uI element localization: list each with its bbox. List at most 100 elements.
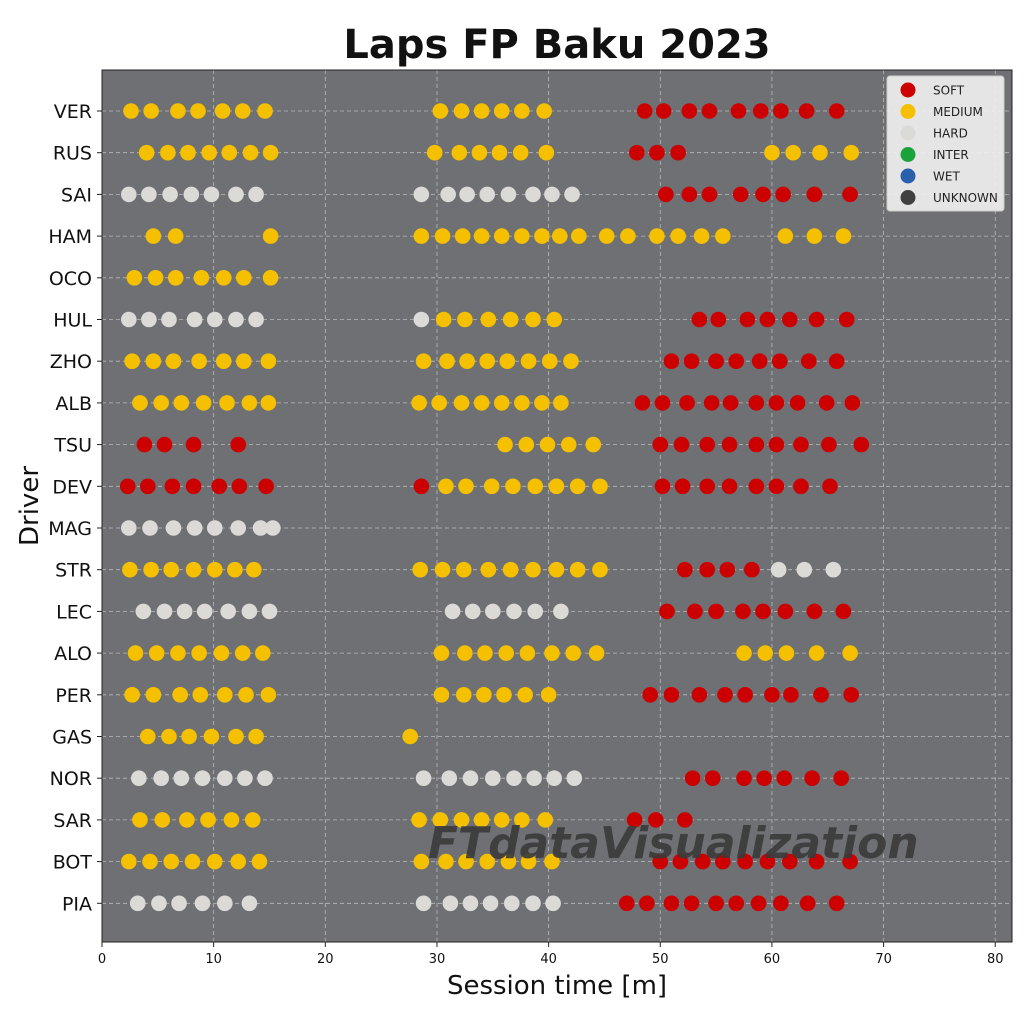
lap-point-mag-hard (165, 520, 182, 536)
lap-point-tsu-soft (673, 436, 690, 453)
lap-point-rus-medium (812, 144, 828, 161)
lap-point-hul-medium (525, 311, 541, 328)
lap-point-pia-soft (639, 895, 655, 912)
lap-point-lec-soft (687, 603, 703, 620)
lap-point-sai-hard (228, 186, 244, 203)
lap-point-per-medium (124, 687, 140, 703)
lap-point-alb-medium (219, 395, 235, 411)
lap-point-hul-hard (206, 311, 223, 328)
lap-point-alb-medium (195, 395, 212, 411)
lap-point-alo-medium (127, 645, 144, 661)
lap-point-str-medium (227, 561, 243, 578)
lap-point-bot-medium (230, 853, 247, 870)
lap-point-alb-medium (411, 395, 427, 411)
lap-point-pia-hard (503, 895, 520, 912)
lap-point-alb-soft (844, 395, 861, 411)
lap-point-bot-medium (184, 853, 201, 870)
lap-point-str-hard (825, 561, 842, 578)
lap-point-gas-medium (203, 728, 220, 745)
lap-point-sar-medium (223, 812, 240, 828)
lap-point-sai-soft (775, 186, 791, 203)
lap-point-bot-soft (715, 853, 731, 870)
lap-point-ver-medium (536, 103, 552, 119)
lap-point-sai-soft (658, 186, 674, 203)
x-tick-labels: 0 10 20 30 40 50 60 70 80 (98, 942, 1004, 967)
lap-point-alo-medium (565, 645, 581, 661)
lap-point-alo-medium (433, 645, 450, 661)
lap-point-hul-hard (186, 311, 203, 328)
lap-point-nor-hard (484, 770, 501, 786)
y-tick-label-lec: LEC (56, 601, 92, 623)
legend-marker-unknown (900, 190, 916, 205)
y-tick-label-tsu: TSU (53, 435, 92, 457)
lap-point-ham-medium (514, 228, 530, 244)
lap-point-hul-soft (759, 311, 776, 328)
lap-point-lec-hard (444, 603, 461, 620)
lap-point-tsu-soft (768, 436, 785, 453)
lap-point-rus-medium (764, 144, 780, 161)
lap-point-ver-soft (730, 103, 747, 119)
lap-point-ham-medium (262, 228, 279, 244)
lap-point-ver-medium (257, 103, 273, 119)
lap-point-str-medium (455, 561, 472, 578)
lap-point-nor-hard (237, 770, 253, 786)
lap-point-per-soft (717, 687, 733, 703)
x-axis-label: Session time [m] (447, 971, 667, 1001)
lap-point-nor-hard (526, 770, 542, 786)
lap-point-sar-medium (514, 812, 530, 828)
lap-point-sar-soft (626, 812, 643, 828)
lap-point-tsu-medium (585, 436, 602, 453)
legend-label-wet: WET (933, 170, 960, 184)
lap-point-ver-soft (655, 103, 672, 119)
lap-point-sai-hard (479, 186, 496, 203)
lap-point-per-medium (540, 687, 557, 703)
lap-point-alb-medium (553, 395, 569, 411)
lap-point-mag-hard (120, 520, 137, 536)
lap-point-nor-hard (153, 770, 169, 786)
lap-point-nor-hard (257, 770, 273, 786)
lap-point-ver-soft (798, 103, 815, 119)
lap-point-zho-medium (439, 353, 455, 370)
lap-point-gas-medium (228, 728, 244, 745)
lap-point-ham-medium (715, 228, 731, 244)
lap-point-bot-medium (251, 853, 268, 870)
y-tick-label-hul: HUL (53, 310, 92, 332)
lap-point-alo-medium (778, 645, 795, 661)
lap-point-ver-medium (493, 103, 510, 119)
lap-point-zho-soft (828, 353, 845, 370)
lap-point-ham-medium (534, 228, 550, 244)
lap-point-zho-soft (771, 353, 788, 370)
lap-point-alb-soft (654, 395, 671, 411)
lap-point-rus-medium (843, 144, 860, 161)
lap-point-dev-soft (413, 478, 430, 495)
lap-point-ver-medium (143, 103, 159, 119)
lap-point-sai-hard (162, 186, 178, 203)
lap-point-dev-soft (768, 478, 785, 495)
lap-point-rus-soft (649, 144, 665, 161)
lap-point-sai-hard (120, 186, 137, 203)
lap-point-oco-medium (147, 270, 164, 286)
lap-point-bot-medium (458, 853, 474, 870)
lap-point-zho-soft (800, 353, 817, 370)
lap-point-zho-medium (520, 353, 537, 370)
lap-point-bot-medium (544, 853, 560, 870)
lap-point-per-medium (433, 687, 450, 703)
lap-point-str-medium (480, 561, 497, 578)
lap-point-dev-medium (548, 478, 565, 495)
lap-point-str-medium (412, 561, 429, 578)
lap-point-sai-hard (500, 186, 517, 203)
lap-point-zho-medium (165, 353, 182, 370)
y-tick-label-per: PER (55, 685, 92, 707)
lap-point-rus-medium (242, 144, 259, 161)
lap-point-hul-medium (435, 311, 452, 328)
lap-point-lec-hard (553, 603, 569, 620)
lap-point-ham-medium (454, 228, 471, 244)
lap-point-str-medium (143, 561, 159, 578)
lap-point-nor-hard (506, 770, 522, 786)
lap-point-alo-medium (544, 645, 560, 661)
lap-point-lec-hard (527, 603, 544, 620)
lap-point-rus-medium (221, 144, 238, 161)
lap-point-alb-medium (493, 395, 510, 411)
lap-point-lec-hard (261, 603, 278, 620)
lap-point-nor-soft (804, 770, 820, 786)
